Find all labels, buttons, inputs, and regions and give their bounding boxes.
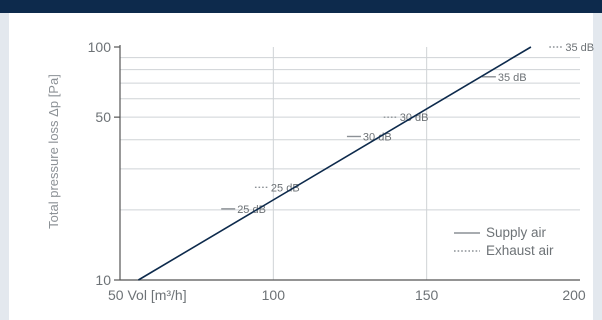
db-label: 35 dB (565, 42, 594, 54)
db-label: 35 dB (498, 72, 527, 84)
y-tick-label: 50 (95, 109, 111, 125)
legend-label: Exhaust air (486, 243, 554, 258)
chart-panel (9, 13, 593, 320)
tick-labels: 10 50 100 50 Vol [m³/h] 100 150 200 Total press… (46, 39, 586, 303)
db-label: 25 dB (237, 204, 266, 216)
axes (114, 45, 580, 281)
y-axis-title: Total pressure loss Δp [Pa] (46, 74, 61, 229)
series-line (137, 46, 532, 281)
right-margin (593, 13, 602, 320)
x-tick-label: 150 (415, 287, 439, 303)
x-tick-label: 100 (262, 287, 286, 303)
x-tick-label: 50 Vol [m³/h] (108, 287, 187, 303)
grid (120, 47, 580, 280)
x-tick-label: 200 (562, 287, 586, 303)
series (137, 46, 532, 281)
legend-label: Supply air (486, 225, 547, 240)
y-tick-label: 10 (95, 272, 111, 288)
header-bar (0, 0, 602, 13)
db-label: 25 dB (271, 182, 300, 194)
left-margin (0, 13, 9, 320)
y-tick-label: 100 (88, 39, 112, 55)
legend: Supply air Exhaust air (454, 225, 554, 258)
